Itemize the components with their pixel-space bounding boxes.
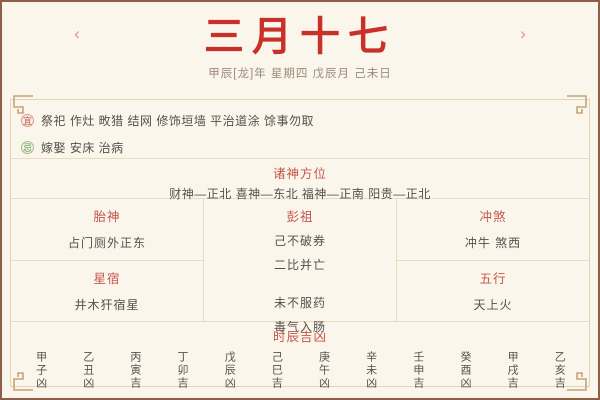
almanac-panel: 宜 祭祀 作灶 畋猎 结网 修饰垣墙 平治道涂 馀事勿取 忌 嫁娶 安床 治病 …	[10, 95, 590, 391]
hour-luck-item: 甲子凶	[34, 350, 47, 390]
hour-luck-item: 乙亥吉	[553, 350, 566, 390]
xingxiu-label: 星宿	[93, 271, 121, 286]
avoid-items: 嫁娶 安床 治病	[41, 140, 124, 155]
hour-luck-item: 甲戌吉	[506, 350, 519, 390]
suitable-avoid-section: 宜 祭祀 作灶 畋猎 结网 修饰垣墙 平治道涂 馀事勿取 忌 嫁娶 安床 治病	[11, 100, 589, 159]
wuxing-value: 天上火	[473, 297, 513, 312]
hour-luck-item: 庚午凶	[317, 350, 330, 390]
chongsha-label: 冲煞	[479, 210, 507, 224]
pengzu-line: 己不破券	[273, 234, 326, 248]
taishen-cell: 胎神 占门厕外正东	[11, 199, 203, 260]
xingxiu-value: 井木犴宿星	[74, 297, 140, 312]
suitable-row: 宜 祭祀 作灶 畋猎 结网 修饰垣墙 平治道涂 馀事勿取	[21, 109, 577, 131]
pengzu-line: 毒气入肠	[273, 320, 326, 334]
gods-positions: 财神—正北 喜神—东北 福神—正南 阳贵—正北	[169, 187, 431, 201]
hour-luck-row: 甲子凶 乙丑凶 丙寅吉 丁卯吉 戊辰凶 己巳吉 庚午凶 辛未凶 壬申吉 癸酉凶 甲戌吉 乙亥吉	[11, 349, 589, 391]
lunar-date-title: 三月十七	[204, 13, 396, 60]
hour-luck-item: 戊辰凶	[223, 350, 236, 390]
hour-luck-heading: 时辰吉凶	[272, 330, 327, 344]
pengzu-cell: 彭祖 己不破券 二比并亡 未不服药 毒气入肠	[203, 199, 397, 334]
hour-luck-item: 辛未凶	[364, 350, 377, 390]
hour-luck-item: 乙丑凶	[81, 350, 94, 390]
ganzhi-date-subtitle: 甲辰[龙]年 星期四 戊辰月 己未日	[208, 68, 392, 80]
grid-right-column: 冲煞 冲牛 煞西 五行 天上火	[397, 199, 589, 321]
pengzu-label: 彭祖	[286, 210, 314, 224]
hour-luck-item: 癸酉凶	[458, 350, 471, 390]
almanac-header: ‹ 三月十七 › 甲辰[龙]年 星期四 戊辰月 己未日	[2, 2, 598, 99]
wuxing-label: 五行	[479, 271, 507, 286]
taishen-value: 占门厕外正东	[67, 236, 146, 250]
pengzu-line: 二比并亡	[273, 258, 326, 272]
gods-direction-section: 诸神方位 财神—正北 喜神—东北 福神—正南 阳贵—正北	[11, 159, 589, 201]
grid-left-column: 胎神 占门厕外正东 星宿 井木犴宿星	[11, 199, 203, 321]
suitable-badge-icon: 宜	[21, 113, 34, 127]
hour-luck-item: 壬申吉	[411, 350, 424, 390]
pengzu-line: 未不服药	[273, 296, 326, 310]
hour-luck-item: 己巳吉	[270, 350, 283, 390]
taishen-label: 胎神	[93, 210, 121, 224]
hour-luck-item: 丁卯吉	[176, 350, 189, 390]
suitable-items: 祭祀 作灶 畋猎 结网 修饰垣墙 平治道涂 馀事勿取	[41, 113, 315, 128]
almanac-grid: 胎神 占门厕外正东 星宿 井木犴宿星 彭祖 己不破券 二比并亡 未不服药 毒气入…	[11, 199, 589, 334]
chongsha-cell: 冲煞 冲牛 煞西	[397, 199, 589, 260]
gods-heading: 诸神方位	[272, 167, 327, 181]
xingxiu-cell: 星宿 井木犴宿星	[11, 259, 203, 322]
wuxing-cell: 五行 天上火	[397, 259, 589, 322]
next-day-arrow-icon[interactable]: ›	[520, 24, 526, 43]
avoid-badge-icon: 忌	[21, 140, 34, 154]
chongsha-value: 冲牛 煞西	[464, 236, 522, 250]
hour-luck-section: 时辰吉凶 甲子凶 乙丑凶 丙寅吉 丁卯吉 戊辰凶 己巳吉 庚午凶 辛未凶 壬申吉 癸酉凶 甲戌吉 乙亥…	[11, 322, 589, 390]
prev-day-arrow-icon[interactable]: ‹	[74, 24, 80, 43]
avoid-row: 忌 嫁娶 安床 治病	[21, 136, 577, 158]
hour-luck-item: 丙寅吉	[128, 350, 141, 390]
